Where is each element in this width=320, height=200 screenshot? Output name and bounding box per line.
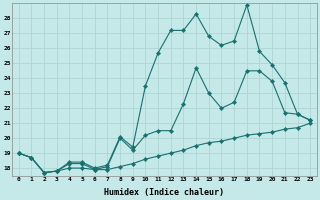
X-axis label: Humidex (Indice chaleur): Humidex (Indice chaleur) [104, 188, 224, 197]
